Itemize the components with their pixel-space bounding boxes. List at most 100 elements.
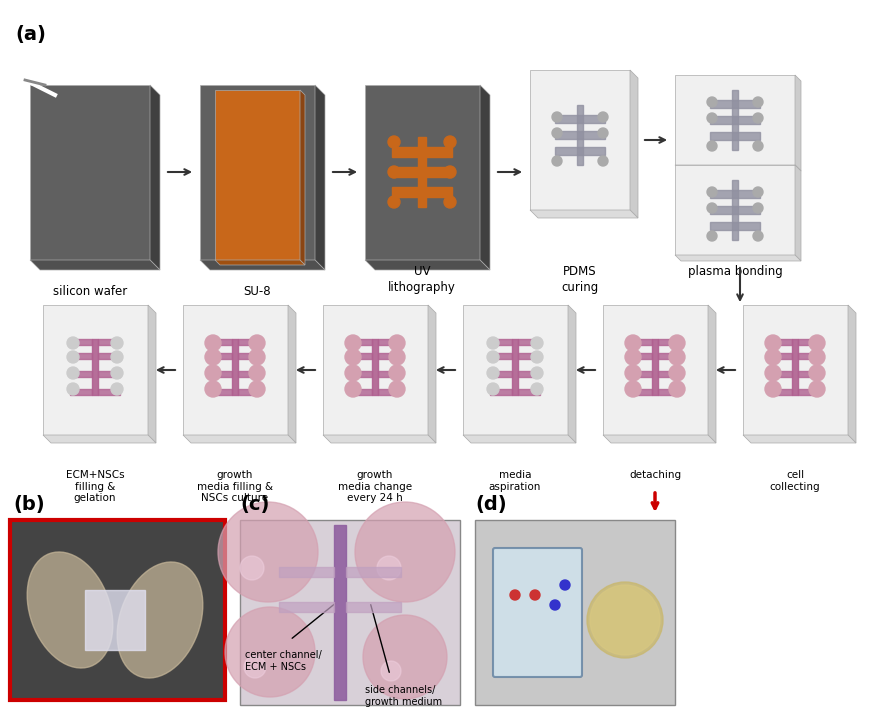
- Circle shape: [809, 349, 825, 365]
- Circle shape: [707, 203, 717, 213]
- Polygon shape: [215, 90, 300, 260]
- Bar: [658, 339, 680, 345]
- Circle shape: [487, 351, 499, 363]
- Text: SU-8: SU-8: [243, 285, 271, 298]
- Polygon shape: [848, 305, 856, 443]
- Circle shape: [625, 335, 641, 351]
- Bar: [92, 339, 98, 395]
- Circle shape: [625, 365, 641, 381]
- Text: (a): (a): [15, 25, 46, 44]
- Circle shape: [753, 187, 763, 197]
- Bar: [490, 353, 512, 359]
- Polygon shape: [603, 435, 716, 443]
- Bar: [378, 339, 400, 345]
- Circle shape: [249, 349, 265, 365]
- Circle shape: [389, 335, 405, 351]
- Circle shape: [531, 367, 543, 379]
- Circle shape: [809, 365, 825, 381]
- Bar: [70, 371, 92, 377]
- Circle shape: [205, 365, 221, 381]
- Polygon shape: [215, 260, 305, 265]
- Circle shape: [444, 166, 456, 178]
- Polygon shape: [675, 255, 801, 261]
- Bar: [238, 353, 260, 359]
- Circle shape: [753, 97, 763, 107]
- Text: media
aspiration: media aspiration: [488, 470, 541, 492]
- Circle shape: [530, 590, 540, 600]
- Text: UV
lithography: UV lithography: [388, 265, 456, 294]
- Bar: [710, 100, 760, 108]
- Bar: [392, 187, 452, 197]
- Polygon shape: [150, 85, 160, 270]
- Polygon shape: [323, 435, 436, 443]
- Circle shape: [753, 113, 763, 123]
- Circle shape: [218, 502, 318, 602]
- Polygon shape: [675, 165, 801, 171]
- Bar: [378, 353, 400, 359]
- Bar: [350, 371, 372, 377]
- Circle shape: [531, 351, 543, 363]
- Text: (d): (d): [475, 495, 506, 514]
- Circle shape: [487, 383, 499, 395]
- Circle shape: [552, 112, 562, 122]
- Bar: [630, 353, 652, 359]
- Circle shape: [67, 337, 79, 349]
- Text: silicon wafer: silicon wafer: [53, 285, 127, 298]
- Circle shape: [111, 351, 123, 363]
- Polygon shape: [428, 305, 436, 443]
- Circle shape: [765, 349, 781, 365]
- Polygon shape: [675, 165, 795, 255]
- Polygon shape: [630, 70, 638, 218]
- Circle shape: [363, 615, 447, 699]
- Circle shape: [487, 337, 499, 349]
- Text: cell
collecting: cell collecting: [770, 470, 821, 492]
- Circle shape: [531, 383, 543, 395]
- Bar: [392, 147, 452, 157]
- Circle shape: [707, 187, 717, 197]
- Text: (c): (c): [240, 495, 270, 514]
- Bar: [346, 567, 401, 577]
- Circle shape: [249, 365, 265, 381]
- Bar: [710, 222, 760, 230]
- Bar: [98, 389, 120, 395]
- Circle shape: [389, 349, 405, 365]
- Circle shape: [753, 141, 763, 151]
- Bar: [770, 371, 792, 377]
- Circle shape: [487, 367, 499, 379]
- Circle shape: [765, 365, 781, 381]
- Ellipse shape: [27, 552, 113, 668]
- Bar: [732, 90, 738, 150]
- Bar: [710, 190, 760, 198]
- Circle shape: [111, 383, 123, 395]
- Bar: [475, 520, 675, 705]
- Bar: [512, 339, 518, 395]
- Bar: [238, 339, 260, 345]
- Polygon shape: [743, 305, 848, 435]
- Bar: [770, 389, 792, 395]
- Bar: [770, 353, 792, 359]
- Polygon shape: [675, 75, 795, 165]
- Bar: [555, 147, 605, 155]
- Bar: [378, 389, 400, 395]
- Bar: [518, 389, 540, 395]
- Bar: [70, 353, 92, 359]
- Polygon shape: [708, 305, 716, 443]
- Polygon shape: [480, 85, 490, 270]
- Polygon shape: [743, 435, 856, 443]
- Circle shape: [225, 607, 315, 697]
- Circle shape: [590, 585, 660, 655]
- Bar: [490, 389, 512, 395]
- Polygon shape: [300, 90, 305, 265]
- Circle shape: [598, 128, 608, 138]
- Circle shape: [707, 113, 717, 123]
- Circle shape: [531, 337, 543, 349]
- Bar: [798, 339, 820, 345]
- Bar: [518, 339, 540, 345]
- Bar: [350, 389, 372, 395]
- Bar: [490, 371, 512, 377]
- Bar: [346, 602, 401, 612]
- Bar: [710, 116, 760, 124]
- Bar: [555, 131, 605, 139]
- Circle shape: [598, 156, 608, 166]
- Circle shape: [388, 136, 400, 148]
